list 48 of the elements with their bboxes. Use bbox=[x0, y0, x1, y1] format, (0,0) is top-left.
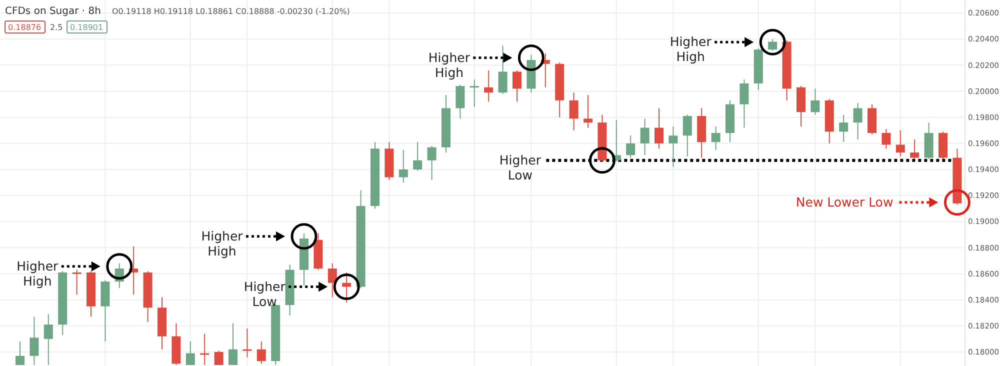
candlestick bbox=[882, 128, 891, 150]
candlestick bbox=[654, 108, 664, 150]
annotation: Higher High bbox=[670, 34, 712, 64]
candlestick bbox=[682, 114, 692, 157]
candlestick bbox=[910, 138, 920, 160]
candlestick bbox=[626, 135, 636, 158]
annotation: Higher High bbox=[201, 228, 244, 258]
candlestick bbox=[328, 262, 337, 298]
annotation: O0.19118 H0.19118 L0.18861 C0.18888 -0.00230 (-1.20%) bbox=[112, 7, 350, 16]
candlestick bbox=[16, 341, 24, 366]
candlestick bbox=[740, 79, 749, 128]
candlestick bbox=[768, 38, 778, 52]
candlestick bbox=[810, 88, 820, 116]
candlestick bbox=[470, 79, 479, 108]
candlestick bbox=[413, 142, 422, 172]
candlestick bbox=[200, 333, 210, 366]
annotation: 0.18876 bbox=[8, 23, 42, 32]
candlestick bbox=[256, 341, 266, 364]
annotation: Higher Low bbox=[499, 152, 542, 182]
candlestick bbox=[839, 114, 848, 143]
candlestick bbox=[44, 314, 53, 366]
candlestick bbox=[242, 328, 252, 358]
annotation: Higher High bbox=[16, 258, 60, 288]
candlestick bbox=[342, 272, 352, 303]
candlestick bbox=[668, 126, 678, 168]
candlestick bbox=[456, 84, 465, 120]
annotation: New Lower Low bbox=[796, 194, 894, 210]
annotation: Higher High bbox=[428, 50, 471, 80]
candlestick bbox=[214, 350, 224, 366]
candlestick bbox=[512, 70, 522, 102]
candlestick bbox=[186, 341, 195, 366]
annotation: 2.5 bbox=[50, 23, 63, 32]
candlestick bbox=[427, 146, 436, 180]
annotation: Higher Low bbox=[244, 278, 286, 309]
text: CFDs on Sugar · 8h bbox=[5, 6, 101, 17]
candlestick bbox=[569, 92, 578, 131]
candlestick bbox=[498, 45, 508, 94]
candlestick bbox=[711, 126, 720, 150]
candlestick bbox=[72, 269, 82, 296]
candlestick bbox=[584, 94, 592, 128]
candlestick bbox=[30, 316, 39, 366]
annotation: 0.18901 bbox=[70, 23, 104, 32]
candlestick bbox=[484, 70, 494, 102]
candlestick bbox=[640, 118, 650, 156]
candlestick bbox=[896, 130, 905, 157]
candlestick bbox=[853, 102, 862, 140]
candlestick bbox=[398, 149, 408, 183]
candlestick bbox=[228, 322, 238, 366]
